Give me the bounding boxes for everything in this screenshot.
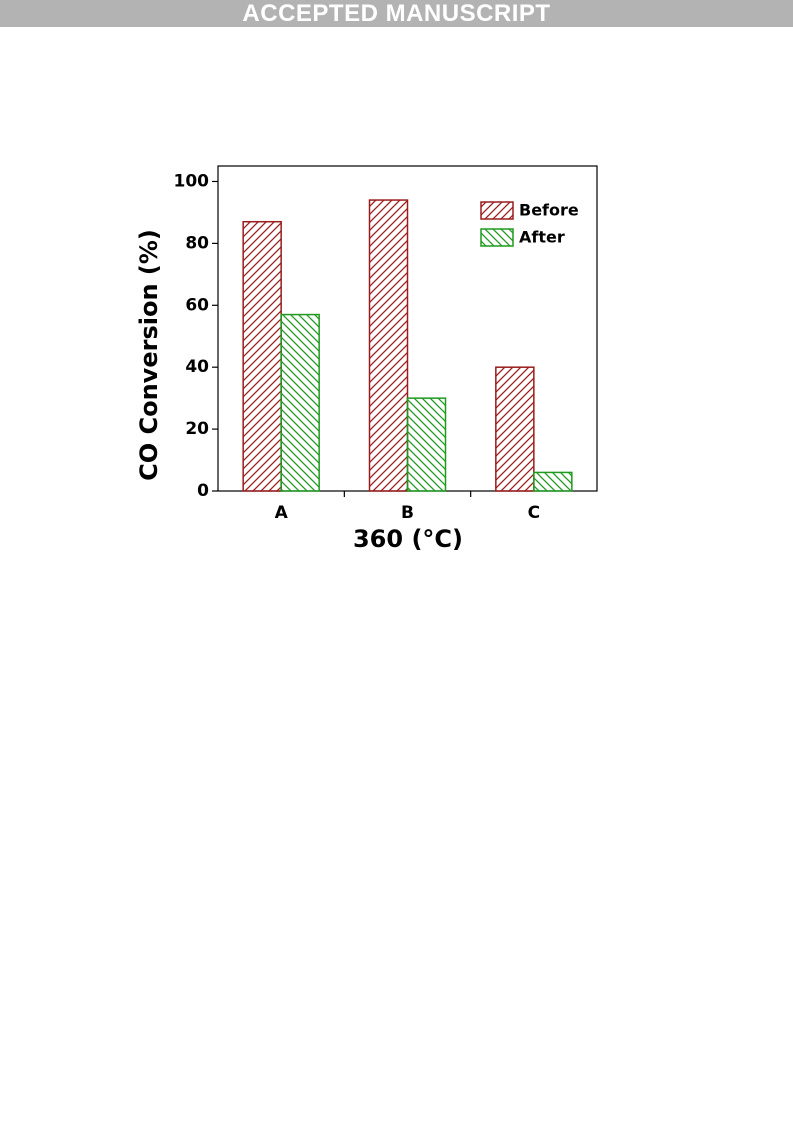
x-axis-label: 360 (°C) [353,525,463,553]
y-tick-label: 80 [185,233,209,253]
x-tick-label: C [528,503,540,523]
x-tick-label: B [401,503,414,523]
bar [368,199,409,492]
bar [495,366,535,492]
y-axis-label: CO Conversion (%) [135,229,163,481]
legend-swatch [480,228,514,247]
y-tick-label: 20 [185,419,209,439]
y-tick-label: 60 [185,295,209,315]
legend-label: Before [519,201,579,220]
chart: 360 (°C) CO Conversion (%) 0 20 40 60 80 100 A… [135,165,598,553]
legend-label: After [519,228,565,247]
legend-swatch [480,201,514,220]
x-tick-label: A [275,503,289,523]
bar [406,397,447,492]
bar [242,220,282,492]
y-tick-label: 40 [185,357,209,377]
y-tick-label: 100 [174,171,210,191]
bar [280,313,320,492]
bar [533,471,573,492]
y-tick-label: 0 [197,481,209,501]
banner: ACCEPTED MANUSCRIPT [0,0,793,27]
